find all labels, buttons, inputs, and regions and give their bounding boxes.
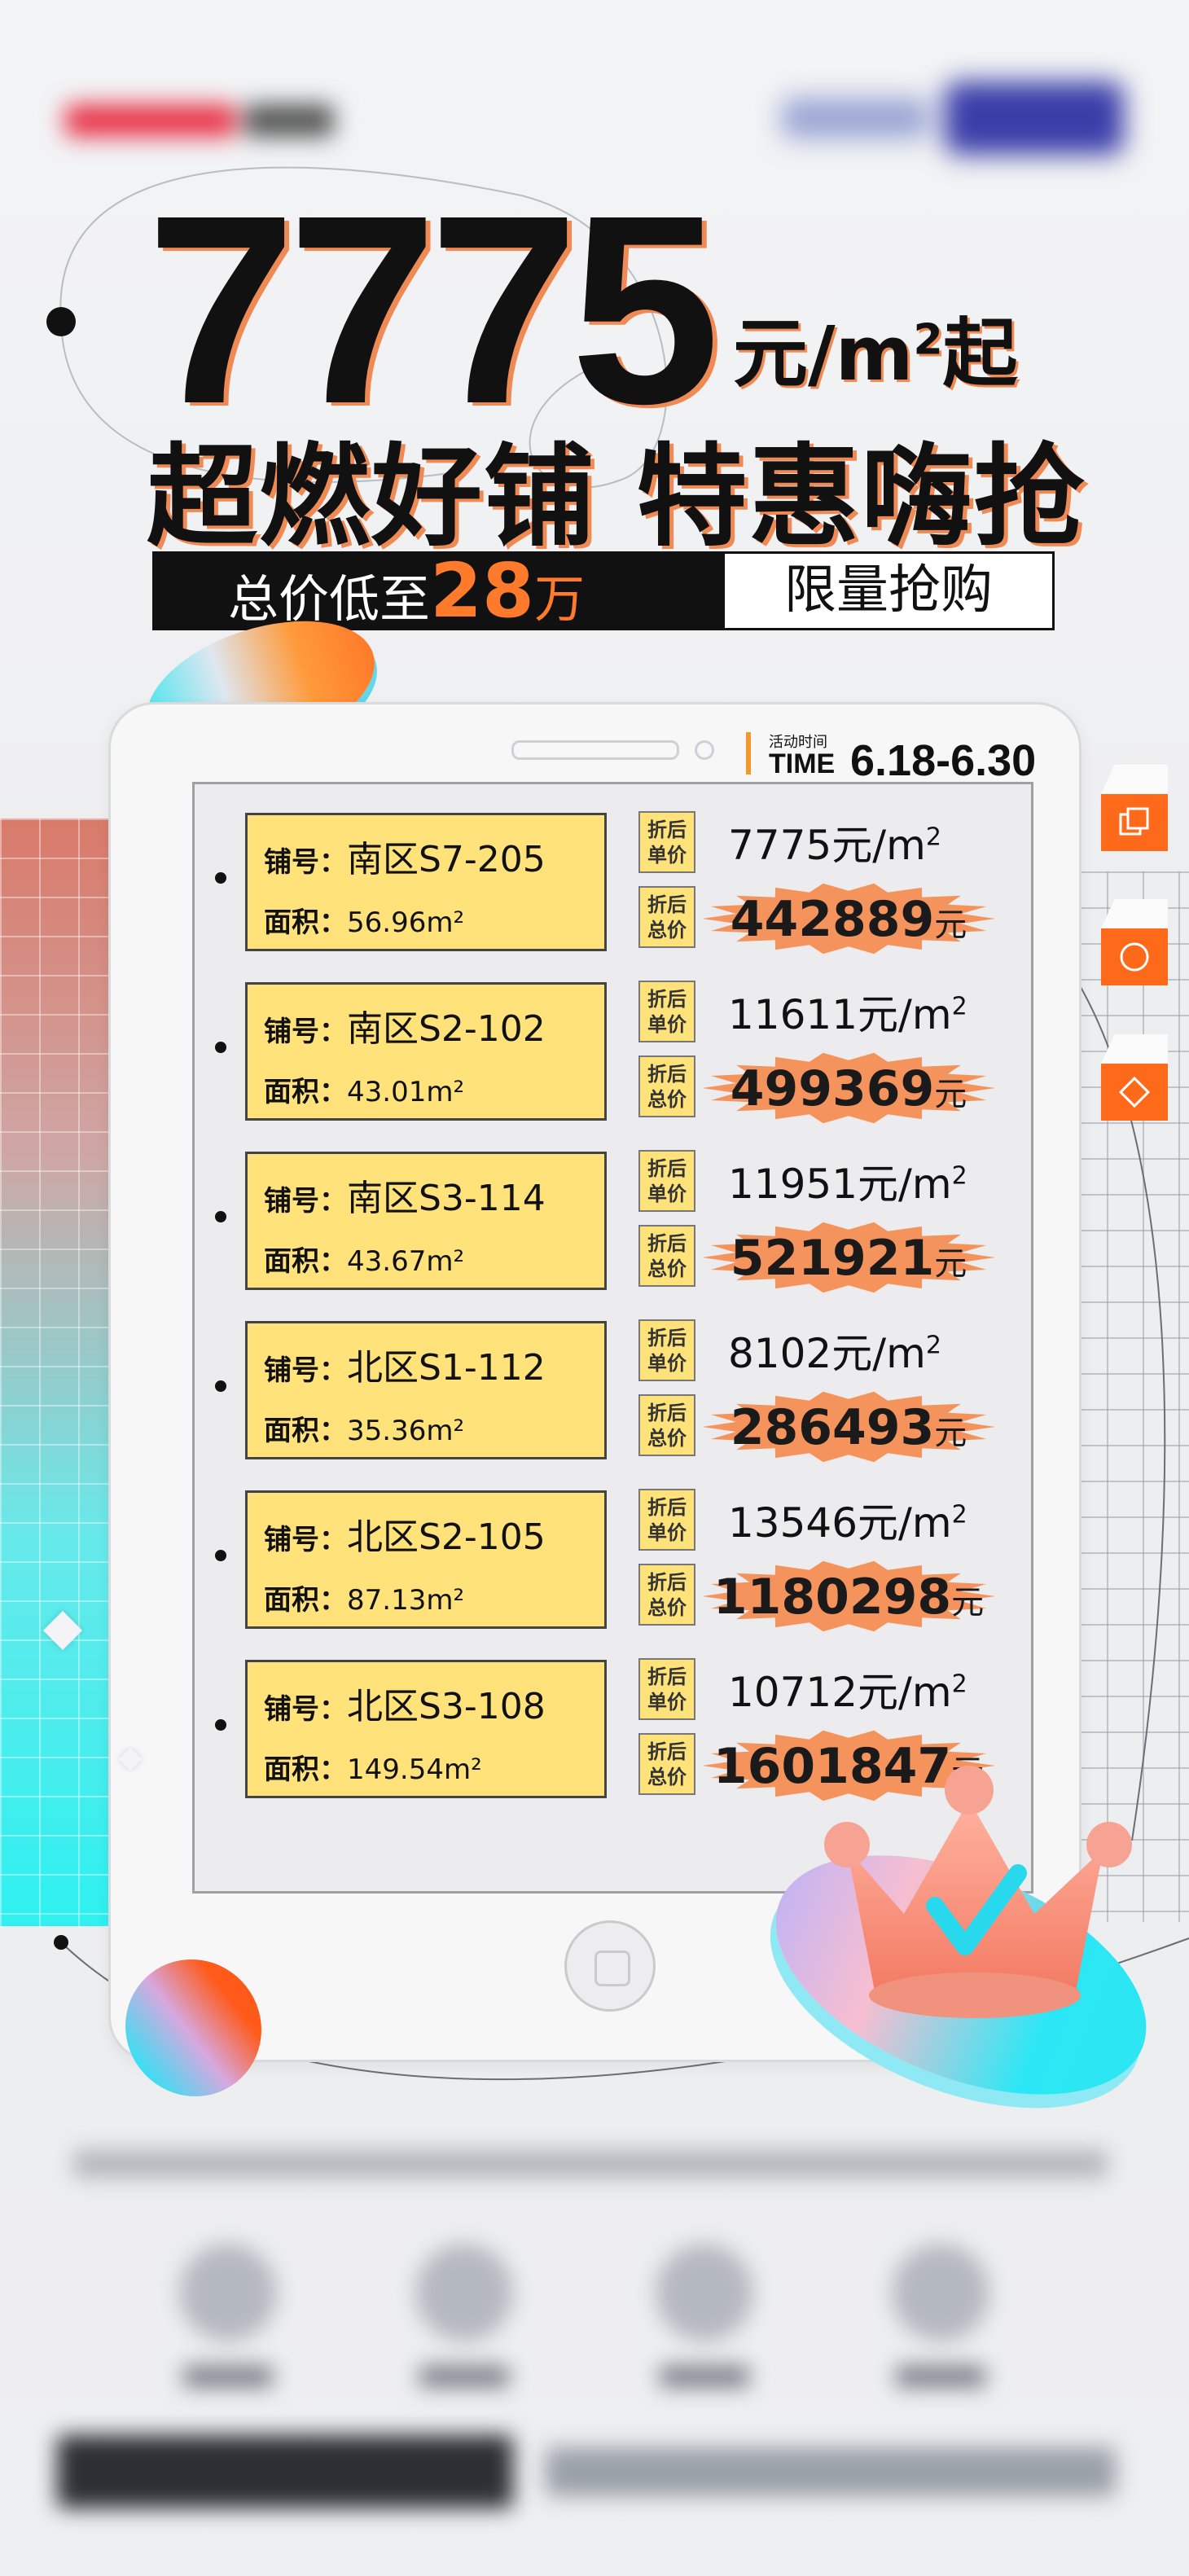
shop-area: 面积：87.13m²: [264, 1584, 465, 1617]
listing-row: 铺号：南区S2-102 面积：43.01m² 折后 单价折后 总价 11611元/m2 49…: [211, 981, 1025, 1127]
listing-row: 铺号：南区S7-205 面积：56.96m² 折后 单价折后 总价 7775元/m2 442…: [211, 811, 1025, 958]
listing-row: 铺号：北区S2-105 面积：87.13m² 折后 单价折后 总价 13546元/m2 11…: [211, 1489, 1025, 1635]
activity-dates: 6.18-6.30: [850, 736, 1037, 785]
footer-blurred-info: [57, 2134, 1132, 2533]
brand-logo-right: [782, 81, 1124, 155]
circle-icon[interactable]: [1101, 928, 1168, 985]
unit-price: 11951元/m2: [728, 1161, 967, 1208]
total-price-value: 521921元: [730, 1230, 967, 1287]
total-price-tag: 折后 总价: [638, 1564, 695, 1626]
total-price-tag: 折后 总价: [638, 1733, 695, 1795]
bullet-dot: [215, 1719, 226, 1731]
tablet-screen: 铺号：南区S7-205 面积：56.96m² 折后 单价 折后 总价 7775元/m2 442…: [192, 782, 1033, 1894]
shop-number: 铺号：南区S7-205: [264, 839, 546, 880]
shop-area: 面积：35.36m²: [264, 1415, 465, 1447]
crown-check-icon: [824, 1766, 1132, 2018]
shop-number: 铺号：北区S3-108: [264, 1686, 546, 1727]
shop-area: 面积：149.54m²: [264, 1753, 482, 1786]
listing-card: 铺号：南区S7-205 面积：56.96m²: [245, 813, 607, 951]
shop-number: 铺号：南区S3-114: [264, 1178, 546, 1219]
shop-number: 铺号：北区S1-112: [264, 1347, 546, 1389]
headline-unit: 元/m2起: [733, 310, 1018, 397]
listing-card: 铺号：北区S3-108 面积：149.54m²: [245, 1660, 607, 1798]
bullet-dot: [215, 872, 226, 884]
tablet-camera: [695, 740, 714, 760]
unit-price-tag: 折后 单价: [638, 1150, 695, 1212]
price-burst-shape: [702, 1222, 995, 1293]
home-button-icon[interactable]: [564, 1920, 656, 2012]
headline-price: 7775: [147, 159, 720, 459]
shop-area: 面积：43.67m²: [264, 1245, 465, 1278]
total-price-tag: 折后 总价: [638, 886, 695, 948]
total-price: 1180298元: [702, 1560, 995, 1632]
bullet-dot: [215, 1550, 226, 1561]
unit-price: 8102元/m2: [728, 1330, 941, 1377]
price-burst-shape: [702, 1391, 995, 1463]
total-price: 286493元: [702, 1391, 995, 1463]
bullet-dot: [215, 1042, 226, 1053]
promo-limited-label: 限量抢购: [784, 560, 993, 621]
price-burst-shape: [702, 883, 995, 954]
unit-price-tag: 折后 单价: [638, 1658, 695, 1720]
unit-price: 7775元/m2: [728, 822, 941, 869]
price-burst-shape: [702, 1560, 995, 1632]
listing-card: 铺号：北区S2-105 面积：87.13m²: [245, 1490, 607, 1629]
listing-row: 铺号：北区S1-112 面积：35.36m² 折后 单价折后 总价 8102元/m2 286…: [211, 1319, 1025, 1466]
copy-icon[interactable]: [1101, 794, 1168, 851]
total-price-value: 499369元: [730, 1060, 967, 1117]
total-price-tag: 折后 总价: [638, 1394, 695, 1456]
total-price: 499369元: [702, 1052, 995, 1124]
diamond-icon[interactable]: [1101, 1064, 1168, 1121]
tablet-speaker: [511, 740, 679, 760]
unit-price: 10712元/m2: [728, 1669, 967, 1716]
unit-price-tag: 折后 单价: [638, 981, 695, 1042]
promo-bar: 总价低至28万 限量抢购: [152, 551, 1055, 630]
bullet-dot: [215, 1380, 226, 1392]
promo-total-price: 总价低至28万: [155, 554, 725, 629]
listing-card: 铺号：北区S1-112 面积：35.36m²: [245, 1321, 607, 1459]
bullet-dot: [215, 1211, 226, 1222]
listing-card: 铺号：南区S3-114 面积：43.67m²: [245, 1152, 607, 1290]
total-price-value: 1180298元: [713, 1569, 985, 1626]
total-price-tag: 折后 总价: [638, 1225, 695, 1287]
activity-time: 活动时间 TIME 6.18-6.30: [746, 724, 1055, 785]
unit-price: 13546元/m2: [728, 1499, 967, 1547]
total-price: 521921元: [702, 1222, 995, 1293]
listing-row: 铺号：北区S3-108 面积：149.54m² 折后 单价 折后 总价 10712元/m2 1…: [211, 1658, 1025, 1805]
total-price: 442889元: [702, 883, 995, 954]
unit-price-tag: 折后 单价: [638, 1319, 695, 1381]
shop-area: 面积：43.01m²: [264, 1076, 465, 1108]
unit-price-tag: 折后 单价: [638, 1489, 695, 1551]
listing-row: 铺号：南区S3-114 面积：43.67m² 折后 单价折后 总价 11951元/m2 52…: [211, 1150, 1025, 1297]
shop-number: 铺号：北区S2-105: [264, 1516, 546, 1558]
price-burst-shape: [702, 1730, 995, 1801]
total-price-tag: 折后 总价: [638, 1055, 695, 1117]
listing-card: 铺号：南区S2-102 面积：43.01m²: [245, 982, 607, 1121]
shop-area: 面积：56.96m²: [264, 906, 465, 939]
tablet-frame: 活动时间 TIME 6.18-6.30 铺号：南区S7-205 面积：56.96m…: [108, 702, 1082, 2062]
total-price-value: 286493元: [730, 1399, 967, 1456]
headline-slogan: 超燃好铺 特惠嗨抢: [147, 433, 1086, 562]
unit-price-tag: 折后 单价: [638, 811, 695, 873]
brand-logo-left: [65, 96, 334, 145]
shop-number: 铺号：南区S2-102: [264, 1008, 546, 1050]
total-price-value: 442889元: [730, 891, 967, 948]
unit-price: 11611元/m2: [728, 991, 967, 1038]
price-burst-shape: [702, 1052, 995, 1124]
